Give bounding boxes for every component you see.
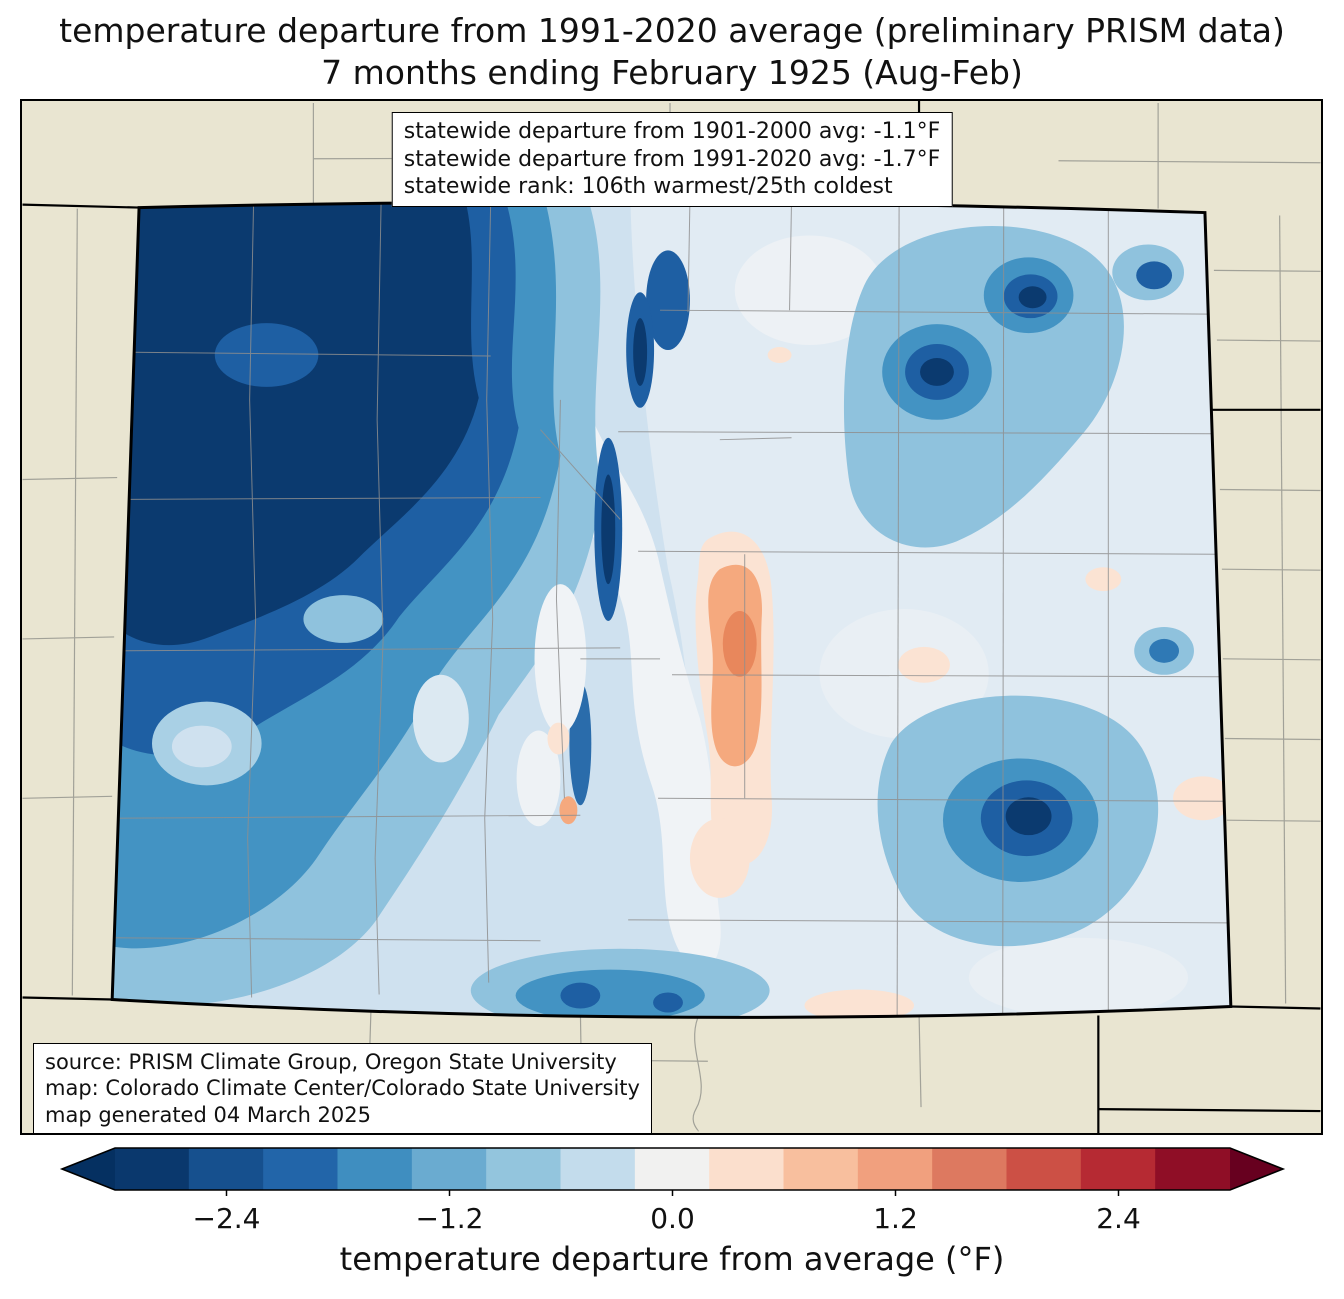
colorbar-segment: [1080, 1148, 1156, 1190]
colorbar-segment: [709, 1148, 784, 1190]
colorbar-segment: [263, 1148, 338, 1190]
colorbar-outline: [59, 1147, 1286, 1191]
colorbar-tick-label: −1.2: [416, 1202, 484, 1235]
colorbar-segments: [115, 1148, 1230, 1190]
colorbar-segment: [411, 1148, 487, 1190]
source-line-3: map generated 04 March 2025: [45, 1102, 372, 1127]
colorado-county-lines: [112, 202, 1227, 1018]
colorbar-tick-label: −2.4: [193, 1202, 261, 1235]
colorbar-segment: [188, 1148, 264, 1190]
stats-line-3: statewide rank: 106th warmest/25th colde…: [403, 174, 893, 200]
colorbar-tick-label: 0.0: [650, 1202, 695, 1235]
source-credit-box: source: PRISM Climate Group, Oregon Stat…: [33, 1043, 652, 1135]
figure-title: temperature departure from 1991-2020 ave…: [0, 10, 1344, 94]
colorbar-segment: [1155, 1148, 1230, 1190]
source-line-1: source: PRISM Climate Group, Oregon Stat…: [45, 1050, 617, 1074]
colorbar-left-arrow: [62, 1148, 115, 1190]
colorbar-segment: [932, 1148, 1007, 1190]
colorbar-tick-label: 1.2: [873, 1202, 918, 1235]
colorado-anomaly-map: [22, 101, 1321, 1133]
title-line-1: temperature departure from 1991-2020 ave…: [59, 11, 1285, 50]
temperature-field: [112, 202, 1231, 1018]
colorbar-tick-label: 2.4: [1096, 1202, 1141, 1235]
colorbar-ticks: −2.4 −1.2 0.0 1.2 2.4: [193, 1190, 1141, 1235]
title-line-2: 7 months ending February 1925 (Aug-Feb): [321, 53, 1023, 93]
stats-line-2: statewide departure from 1991-2020 avg: …: [403, 146, 941, 172]
stats-line-1: statewide departure from 1901-2000 avg: …: [403, 119, 941, 144]
colorbar-segment: [634, 1148, 710, 1190]
map-frame: [20, 99, 1323, 1135]
colorbar-segment: [115, 1148, 190, 1190]
colorbar-segment: [337, 1148, 413, 1190]
colorbar-segment: [486, 1148, 561, 1190]
colorbar-right-arrow: [1230, 1148, 1283, 1190]
source-line-2: map: Colorado Climate Center/Colorado St…: [45, 1076, 640, 1101]
colorbar-svg: −2.4 −1.2 0.0 1.2 2.4: [59, 1147, 1286, 1235]
colorbar-axis-label: temperature departure from average (°F): [339, 1240, 1005, 1278]
colorbar-segment: [857, 1148, 933, 1190]
colorbar: −2.4 −1.2 0.0 1.2 2.4: [0, 1140, 1344, 1240]
colorbar-segment: [783, 1148, 859, 1190]
colorbar-segment: [1006, 1148, 1082, 1190]
colorbar-segment: [560, 1148, 636, 1190]
statewide-stats-box: statewide departure from 1901-2000 avg: …: [391, 112, 953, 208]
